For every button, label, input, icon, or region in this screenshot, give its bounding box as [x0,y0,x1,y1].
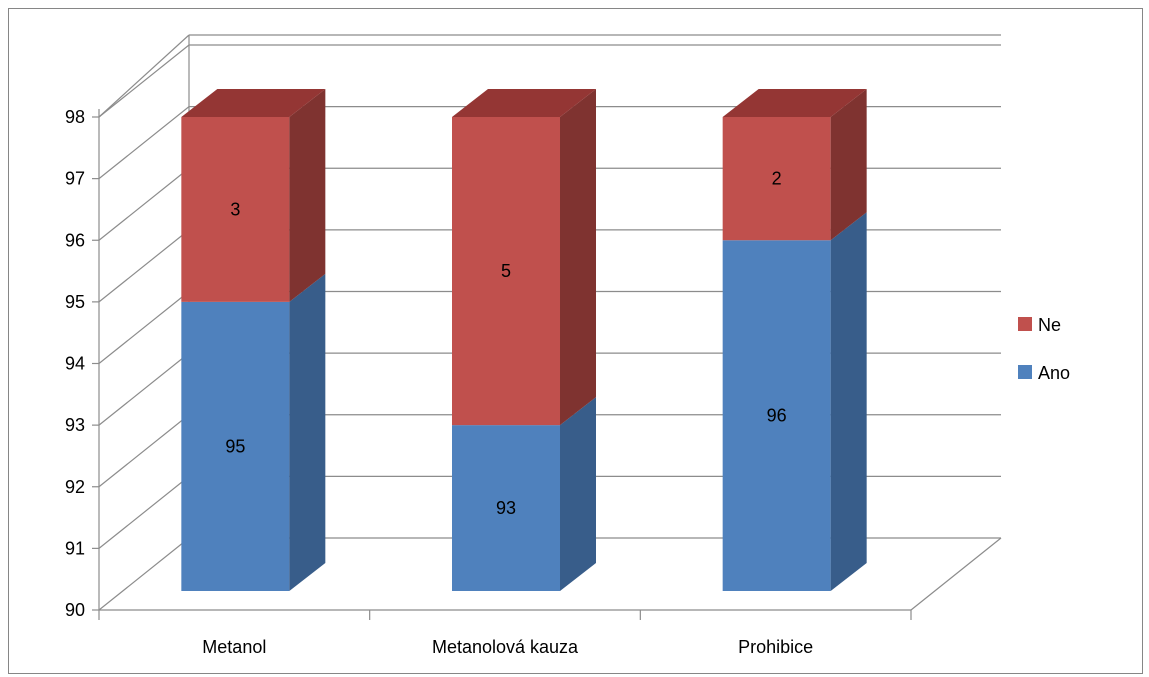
bar-front-ano [722,240,831,591]
gridline-side [98,229,190,303]
bar-side-ne [830,89,867,241]
gridline-side [98,44,190,118]
data-label-ne: 3 [230,199,240,219]
data-label-ano: 96 [767,406,787,426]
y-tick-label: 93 [65,415,85,435]
y-tick-label: 94 [65,354,85,374]
y-tick-label: 90 [65,600,85,620]
y-tick-label: 91 [65,538,85,558]
gridline-side [98,167,190,241]
y-tick-label: 98 [65,107,85,127]
y-tick-label: 95 [65,292,85,312]
y-tick-label: 97 [65,169,85,189]
bar-top-ne [452,89,596,117]
bar-side-ano [289,273,326,591]
bar-side-ne [560,89,596,426]
side-wall-top-edge [98,34,190,118]
gridline-side [98,475,190,549]
data-label-ne: 2 [772,169,782,189]
x-axis: Metanol Metanolová kauza Prohibice [98,609,912,657]
x-tick-label: Prohibice [738,637,813,657]
bar-front-ano [181,301,290,591]
y-axis: 90 91 92 93 94 95 96 97 98 [65,107,100,620]
legend-swatch-ano [1018,365,1032,379]
gridline-side [98,414,190,488]
gridline-side [98,291,190,364]
gridline-side [98,537,190,611]
x-tick-label: Metanol [202,637,266,657]
bar-front-ano [452,425,560,591]
legend: Ne Ano [1018,315,1070,383]
gridline-side [98,352,190,426]
floor-right-edge [910,537,1002,611]
bars: 95 3 93 5 96 2 [181,89,867,591]
data-label-ano: 95 [225,436,245,456]
y-tick-label: 96 [65,230,85,250]
bar-top-ne [722,89,867,117]
legend-label-ano: Ano [1038,363,1070,383]
data-label-ano: 93 [496,498,516,518]
gridline-side [98,106,190,180]
bar-side-ne [289,89,326,302]
bar-front-ne [452,117,560,426]
x-tick-label: Metanolová kauza [432,637,579,657]
bar-front-ne [722,117,831,241]
legend-swatch-ne [1018,317,1032,331]
legend-label-ne: Ne [1038,315,1061,335]
bar-side-ano [830,212,867,591]
bar-side-ano [560,397,596,591]
data-label-ne: 5 [501,261,511,281]
bar-front-ne [181,117,290,302]
y-tick-label: 92 [65,477,85,497]
bar-top-ne [181,89,326,117]
